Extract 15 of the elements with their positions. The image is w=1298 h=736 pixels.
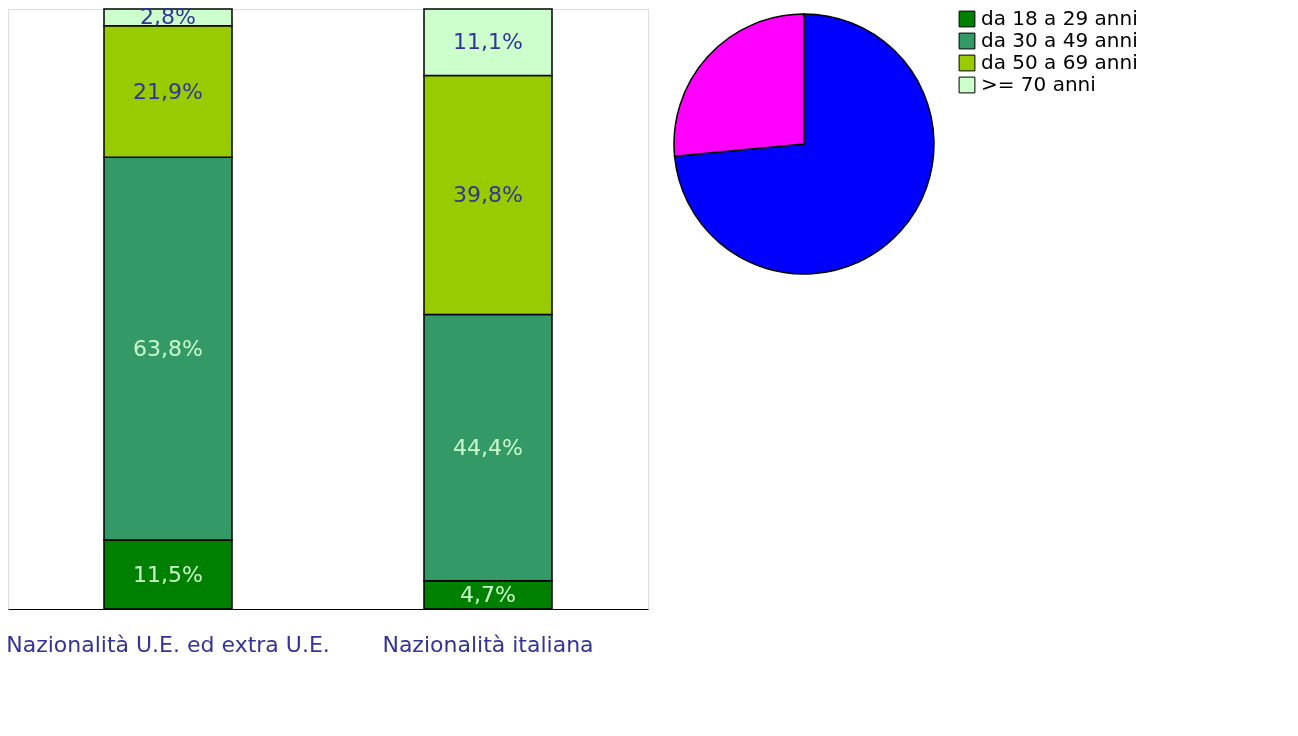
legend-label: da 30 a 49 anni xyxy=(981,28,1138,52)
data-label: 63,8% xyxy=(133,335,203,361)
legend-label: >= 70 anni xyxy=(981,72,1096,96)
legend-label: da 50 a 69 anni xyxy=(981,50,1138,74)
x-tick-label: Nazionalità U.E. ed extra U.E. xyxy=(6,631,330,657)
data-label: 44,4% xyxy=(453,434,523,460)
data-label: 2,8% xyxy=(140,4,196,30)
x-tick-label: Nazionalità italiana xyxy=(382,631,594,657)
data-label: 11,1% xyxy=(453,29,523,55)
legend-label: da 18 a 29 anni xyxy=(981,6,1138,30)
data-label: 39,8% xyxy=(453,182,523,207)
pie-slice xyxy=(673,13,935,275)
data-label: 4,7% xyxy=(460,581,516,607)
data-label: 11,5% xyxy=(133,561,203,587)
data-label: 21,9% xyxy=(133,78,203,104)
